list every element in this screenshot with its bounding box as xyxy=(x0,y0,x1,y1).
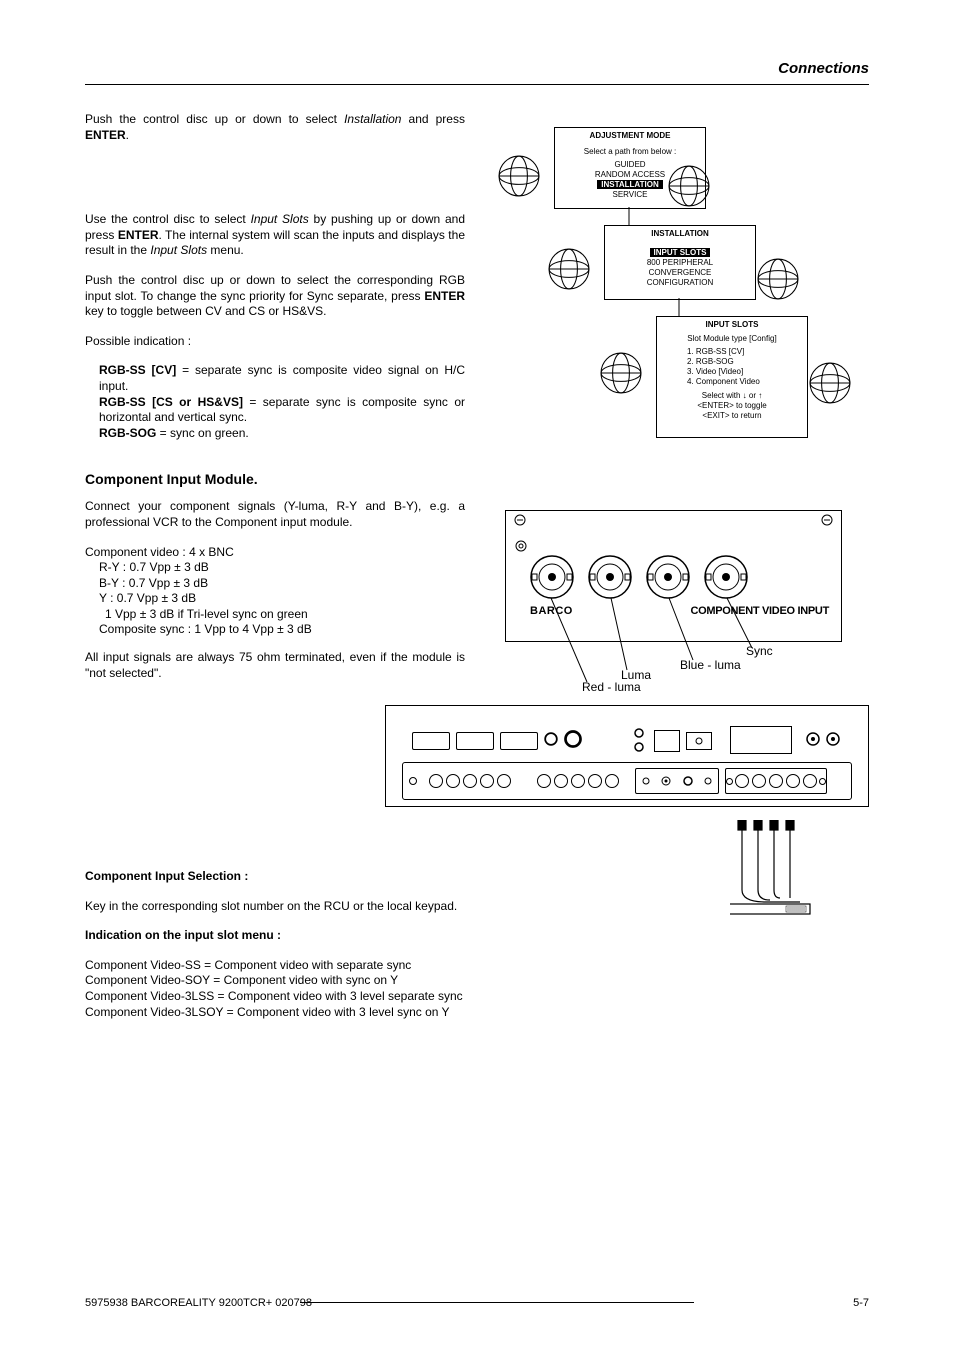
bnc-connector-icon xyxy=(646,555,690,599)
globe-icon xyxy=(498,155,540,197)
text: Use the control disc to select xyxy=(85,212,251,226)
globe-icon xyxy=(548,248,590,290)
menu-input-slots: INPUT SLOTS Slot Module type [Config] 1.… xyxy=(656,316,808,438)
paragraph: Push the control disc up or down to sele… xyxy=(85,273,465,320)
list-item: RGB-SS [CV] = separate sync is composite… xyxy=(99,363,465,394)
menu-title: INSTALLATION xyxy=(605,226,755,239)
globe-icon xyxy=(809,362,851,404)
spec-line: Component video : 4 x BNC xyxy=(85,545,465,561)
paragraph: Push the control disc up or down to sele… xyxy=(85,112,465,143)
subheading: Indication on the input slot menu : xyxy=(85,928,585,944)
screw-icon xyxy=(514,514,526,529)
text: and press xyxy=(401,112,465,126)
connector-group xyxy=(537,774,619,788)
rear-panel-diagram xyxy=(385,705,869,807)
cable-plug-diagram xyxy=(730,820,830,920)
bnc-connector-row xyxy=(530,555,748,599)
text: key to toggle between CV and CS or HS&VS… xyxy=(85,304,326,318)
menu-item: 1. RGB-SS [CV] xyxy=(657,346,807,356)
menu-subtitle: Slot Module type [Config] xyxy=(657,333,807,343)
list-item: RGB-SOG = sync on green. xyxy=(99,426,465,442)
bnc-connector-icon xyxy=(530,555,574,599)
menu-subtitle: Select a path from below : xyxy=(555,146,705,156)
rear-panel-slot-strip xyxy=(402,762,852,800)
list-item: Component Video-SOY = Component video wi… xyxy=(85,973,585,989)
globe-icon xyxy=(600,352,642,394)
bnc-connector-icon xyxy=(588,555,632,599)
list-item: RGB-SS [CS or HS&VS] = separate sync is … xyxy=(99,395,465,426)
header-rule xyxy=(85,84,869,85)
paragraph: All input signals are always 75 ohm term… xyxy=(85,650,465,681)
body-column: Push the control disc up or down to sele… xyxy=(85,112,465,681)
menu-title: INPUT SLOTS xyxy=(657,317,807,330)
text-bold: ENTER xyxy=(118,228,159,242)
list-item: Component Video-3LSS = Component video w… xyxy=(85,989,585,1005)
spec-line: Composite sync : 1 Vpp to 4 Vpp ± 3 dB xyxy=(99,622,465,638)
text: menu. xyxy=(207,243,244,257)
menu-item: CONVERGENCE xyxy=(605,267,755,277)
list-item: Component Video-SS = Component video wit… xyxy=(85,958,585,974)
menu-item: 4. Component Video xyxy=(657,376,807,386)
globe-icon xyxy=(757,258,799,300)
screw-icon xyxy=(821,514,833,529)
menu-installation: INSTALLATION INPUT SLOTS 800 PERIPHERAL … xyxy=(604,225,756,300)
gear-icon xyxy=(514,539,528,556)
text: Push the control disc up or down to sele… xyxy=(85,273,465,303)
text-italic: Installation xyxy=(344,112,401,126)
menu-footer: <EXIT> to return xyxy=(657,410,807,420)
selection-section: Component Input Selection : Key in the c… xyxy=(85,869,585,1020)
connector-group xyxy=(429,774,511,788)
callout-label: Sync xyxy=(746,644,773,658)
text: Push the control disc up or down to sele… xyxy=(85,112,344,126)
spec-line: Y : 0.7 Vpp ± 3 dB xyxy=(99,591,465,607)
text-italic: Input Slots xyxy=(150,243,207,257)
footer-rule xyxy=(300,1302,694,1303)
callout-label: Blue - luma xyxy=(680,658,741,672)
section-heading: Component Input Module. xyxy=(85,471,465,487)
subheading: Component Input Selection : xyxy=(85,869,585,885)
text-bold: RGB-SS [CV] xyxy=(99,363,176,377)
paragraph: Key in the corresponding slot number on … xyxy=(85,899,585,915)
text-bold: ENTER xyxy=(85,128,126,142)
page-section-header: Connections xyxy=(778,60,869,77)
list-item: Component Video-3LSOY = Component video … xyxy=(85,1005,585,1021)
paragraph: Possible indication : xyxy=(85,334,465,350)
module-title-label: COMPONENT VIDEO INPUT xyxy=(690,605,829,617)
text: = sync on green. xyxy=(156,426,248,440)
menu-item: 800 PERIPHERAL xyxy=(605,257,755,267)
menu-item: 3. Video [Video] xyxy=(657,366,807,376)
text: . xyxy=(126,128,129,142)
menu-item: CONFIGURATION xyxy=(605,277,755,287)
paragraph: Use the control disc to select Input Slo… xyxy=(85,212,465,259)
footer-docid: 5975938 BARCOREALITY 9200TCR+ 020798 xyxy=(85,1297,312,1309)
text-italic: Input Slots xyxy=(251,212,309,226)
menu-title: ADJUSTMENT MODE xyxy=(555,128,705,141)
text-bold: ENTER xyxy=(424,289,465,303)
bnc-connector-icon xyxy=(704,555,748,599)
menu-footer: Select with ↓ or ↑ xyxy=(657,390,807,400)
menu-footer: <ENTER> to toggle xyxy=(657,400,807,410)
callout-label: Red - luma xyxy=(582,680,641,694)
paragraph: Connect your component signals (Y-luma, … xyxy=(85,499,465,530)
menu-item: 2. RGB-SOG xyxy=(657,356,807,366)
spec-line: 1 Vpp ± 3 dB if Tri-level sync on green xyxy=(105,607,465,623)
text-bold: RGB-SS [CS or HS&VS] xyxy=(99,395,243,409)
menu-item-selected: INPUT SLOTS xyxy=(605,247,755,257)
globe-icon xyxy=(668,165,710,207)
spec-line: B-Y : 0.7 Vpp ± 3 dB xyxy=(99,576,465,592)
brand-label: BARCO xyxy=(530,605,573,617)
component-module-diagram: BARCO COMPONENT VIDEO INPUT xyxy=(505,510,842,642)
footer-page-number: 5-7 xyxy=(853,1297,869,1309)
text-bold: RGB-SOG xyxy=(99,426,156,440)
spec-line: R-Y : 0.7 Vpp ± 3 dB xyxy=(99,560,465,576)
